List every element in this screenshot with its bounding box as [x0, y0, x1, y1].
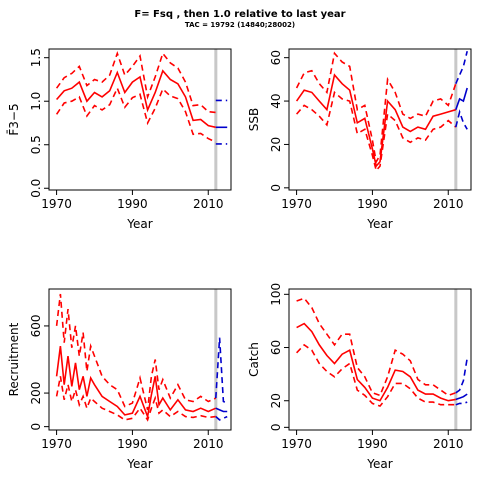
recruitment-series-proj-median: [215, 407, 228, 413]
ssb-x-tick-label: 1990: [357, 197, 388, 211]
catch-series-proj-median: [455, 393, 468, 401]
catch-series-proj-upper: [455, 358, 468, 394]
catch-y-tick-label: 0: [269, 424, 283, 432]
f-x-axis-label: Year: [126, 217, 152, 231]
ssb-plot-frame: [288, 48, 472, 191]
ssb-y-tick-label: 40: [269, 93, 283, 108]
chart-titles: F= Fsq , then 1.0 relative to last year …: [0, 8, 480, 30]
recruitment-plot-frame: [48, 288, 232, 431]
catch-y-tick-label: 100: [269, 283, 283, 306]
ssb-series-upper: [295, 51, 457, 165]
ssb-x-axis-label: Year: [366, 217, 392, 231]
ssb-x-tick-label: 1970: [281, 197, 312, 211]
recruitment-x-axis-label: Year: [126, 457, 152, 471]
catch-series-proj-lower: [455, 401, 468, 406]
recruitment-series-proj-lower: [215, 415, 228, 421]
ssb-y-axis-label: SSB: [247, 108, 261, 131]
recruitment-series-proj-upper: [215, 337, 228, 404]
ssb-x-tick-label: 2010: [433, 197, 464, 211]
recruitment-series-median: [55, 346, 217, 420]
catch-x-tick-label: 2010: [433, 437, 464, 451]
f-y-tick-label: 0.0: [29, 179, 43, 198]
f-series-median: [55, 69, 216, 129]
f-y-tick-label: 1.5: [29, 48, 43, 67]
recruitment-y-tick-label: 200: [29, 382, 43, 405]
catch-x-axis-label: Year: [366, 457, 392, 471]
chart-title: F= Fsq , then 1.0 relative to last year: [134, 9, 346, 20]
ssb-series-median: [295, 73, 457, 168]
chart-subtitle: TAC = 19792 (14840;28002): [184, 21, 296, 29]
recruitment-series-lower: [55, 376, 216, 422]
f-x-tick-label: 1990: [117, 197, 148, 211]
recruitment-y-axis-label: Recruitment: [7, 322, 21, 396]
ssb-y-tick-label: 0: [269, 184, 283, 192]
recruitment-series-upper: [55, 293, 217, 411]
catch-x-tick-label: 1970: [281, 437, 312, 451]
catch-plot-frame: [288, 288, 472, 431]
f-plot-frame: [48, 48, 232, 191]
recruitment-x-tick-label: 2010: [193, 437, 224, 451]
catch-y-tick-label: 20: [269, 393, 283, 408]
catch-y-tick-label: 60: [269, 340, 283, 355]
recruitment-x-tick-label: 1990: [117, 437, 148, 451]
catch-series-median: [296, 322, 456, 402]
ssb-y-tick-label: 60: [269, 50, 283, 65]
f-y-axis-label: F̄3−5: [7, 103, 21, 135]
ssb-y-tick-label: 20: [269, 137, 283, 152]
ssb-series-proj-upper: [455, 51, 468, 85]
ssb-series-proj-median: [455, 87, 468, 110]
catch-series-upper: [296, 297, 457, 397]
recruitment-y-tick-label: 0: [29, 423, 43, 431]
f-y-tick-label: 1.0: [29, 92, 43, 111]
recruitment-x-tick-label: 1970: [41, 437, 72, 451]
catch-series-lower: [296, 343, 456, 408]
recruitment-y-tick-label: 600: [29, 314, 43, 337]
f-x-tick-label: 2010: [193, 197, 224, 211]
catch-x-tick-label: 1990: [357, 437, 388, 451]
f-series-lower: [55, 86, 217, 143]
ssb-series-proj-lower: [455, 109, 468, 130]
f-series-upper: [55, 50, 216, 114]
f-y-tick-label: 0.5: [29, 135, 43, 154]
catch-y-axis-label: Catch: [247, 342, 261, 377]
ssb-series-lower: [295, 90, 457, 173]
f-x-tick-label: 1970: [41, 197, 72, 211]
